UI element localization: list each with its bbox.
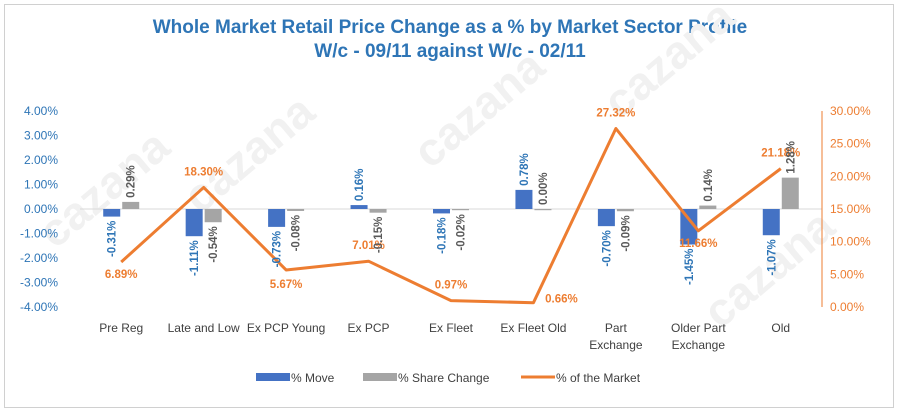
category-label: Pre Reg — [99, 321, 143, 335]
category-label: Older Part Exchange — [671, 321, 726, 352]
move-bar — [103, 209, 121, 217]
share-change-data-label: 0.29% — [126, 165, 138, 198]
move-bar — [268, 209, 286, 227]
share-change-data-label: -0.15% — [373, 217, 385, 253]
share-change-bar — [122, 201, 140, 209]
move-bar — [762, 209, 780, 236]
market-share-data-label: 18.30% — [184, 166, 223, 178]
share-change-bar — [287, 209, 305, 211]
share-change-data-label: -0.54% — [208, 226, 220, 262]
legend-label: % of the Market — [556, 371, 641, 385]
axes: 4.00% 3.00% 2.00% 1.00% 0.00% -1.00% -2.00% -3.… — [20, 104, 871, 352]
market-share-data-label: 7.01% — [352, 240, 385, 252]
share-change-data-label: 0.14% — [703, 169, 715, 202]
category-label: Ex Fleet — [429, 321, 474, 335]
right-axis-tick-label: 20.00% — [830, 169, 871, 183]
chart-title-block: Whole Market Retail Price Change as a % … — [0, 16, 900, 64]
legend[interactable]: % Move % Share Change % of the Market — [256, 371, 641, 385]
left-axis-tick-label: -3.00% — [20, 276, 58, 290]
watermark-text: cazana — [173, 84, 324, 223]
market-share-polyline — [120, 127, 782, 305]
legend-item[interactable]: % Share Change — [363, 371, 490, 385]
left-axis-tick-label: 4.00% — [24, 104, 58, 118]
chart-frame — [4, 4, 894, 408]
chart-subtitle: W/c - 09/11 against W/c - 02/11 — [314, 41, 586, 62]
move-data-label: -0.18% — [437, 217, 449, 253]
data-labels: -0.31% -1.11% -0.73% 0.16% -0.18% 0.78% -0.70%… — [107, 141, 798, 285]
category-label: Late and Low — [168, 321, 240, 335]
move-data-label: -0.31% — [107, 221, 119, 257]
category-label: Part Exchange — [589, 321, 643, 352]
move-bar — [185, 209, 203, 237]
market-share-data-label: 21.18% — [761, 148, 800, 160]
move-bar — [350, 205, 368, 209]
market-share-data-label: 0.97% — [435, 280, 468, 292]
share-change-bar — [781, 177, 799, 209]
share-change-bar — [699, 205, 717, 209]
right-axis-tick-label: 10.00% — [830, 235, 871, 249]
chart-title: Whole Market Retail Price Change as a % … — [152, 17, 748, 38]
category-label: Old — [771, 321, 790, 335]
legend-swatch — [256, 373, 290, 381]
legend-item[interactable]: % Move — [256, 371, 335, 385]
share-change-data-label: 1.28% — [785, 141, 797, 174]
bars — [103, 177, 799, 245]
right-axis-tick-label: 5.00% — [830, 267, 864, 281]
left-axis-tick-label: -1.00% — [20, 227, 58, 241]
legend-label: % Move — [291, 371, 335, 385]
category-label: Ex PCP — [348, 321, 390, 335]
market-share-data-label: 11.66% — [679, 238, 717, 250]
market-share-data-label: 27.32% — [596, 108, 635, 120]
move-data-label: -1.07% — [766, 239, 778, 275]
right-axis-tick-label: 0.00% — [830, 300, 864, 314]
left-axis-tick-label: 3.00% — [24, 129, 58, 143]
move-data-label: -0.73% — [272, 231, 284, 267]
share-change-bar — [452, 209, 469, 211]
category-label: Ex Fleet Old — [500, 321, 566, 335]
share-change-data-label: -0.08% — [291, 215, 303, 251]
legend-label: % Share Change — [398, 371, 490, 385]
category-label: Ex PCP Young — [247, 321, 326, 335]
legend-item[interactable]: % of the Market — [521, 371, 641, 385]
move-bar — [680, 209, 698, 245]
move-bar — [433, 209, 450, 214]
market-share-data-label: 0.66% — [545, 294, 578, 306]
move-data-label: 0.16% — [354, 168, 366, 201]
share-change-data-label: 0.00% — [538, 172, 550, 205]
share-change-bar — [369, 209, 387, 213]
market-share-data-label: 6.89% — [105, 269, 138, 281]
right-axis-tick-label: 25.00% — [830, 137, 871, 151]
share-change-data-label: -0.02% — [456, 214, 468, 250]
move-bar — [515, 189, 533, 209]
move-data-label: 0.78% — [519, 153, 531, 186]
left-axis-tick-label: -4.00% — [20, 300, 58, 314]
share-change-bar — [204, 209, 222, 223]
right-axis-tick-label: 30.00% — [830, 104, 871, 118]
legend-swatch — [363, 373, 397, 381]
move-bar — [597, 209, 615, 227]
share-change-data-label: -0.09% — [620, 215, 632, 251]
share-change-bar — [534, 209, 552, 211]
right-axis-tick-label: 15.00% — [830, 202, 871, 216]
left-axis-tick-label: 0.00% — [24, 202, 58, 216]
left-axis-tick-label: 2.00% — [24, 153, 58, 167]
left-axis-tick-label: 1.00% — [24, 178, 58, 192]
move-data-label: -1.45% — [684, 249, 696, 285]
move-data-label: -0.70% — [601, 230, 613, 266]
move-data-label: -1.11% — [189, 240, 201, 276]
watermark-text: cazana — [403, 39, 554, 178]
market-share-data-label: 5.67% — [270, 279, 303, 291]
left-axis-tick-label: -2.00% — [20, 251, 58, 265]
share-change-bar — [616, 209, 634, 212]
market-share-line: 6.89% 18.30% 5.67% 7.01% 0.97% 0.66% 27.32% 11.… — [105, 108, 800, 306]
